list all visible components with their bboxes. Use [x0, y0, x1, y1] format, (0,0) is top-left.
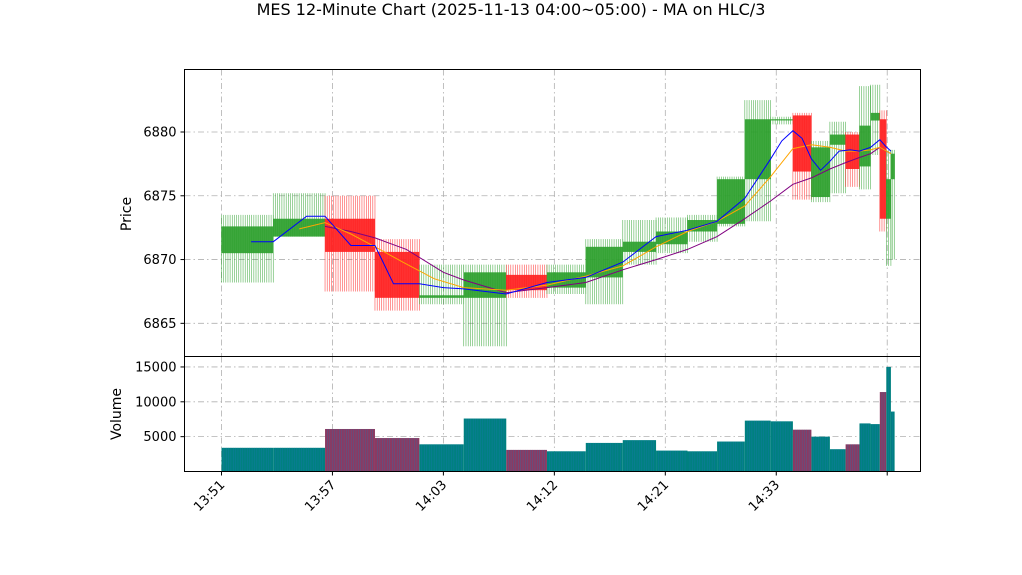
candle-body — [811, 147, 830, 198]
volume-bar — [506, 449, 547, 472]
candle — [811, 140, 831, 203]
candle — [792, 112, 812, 200]
candle — [890, 149, 895, 260]
volume-bar — [770, 421, 793, 472]
time-x-axis: 13:51 13:57 14:03 14:12 14:21 14:33 — [191, 471, 888, 515]
candle — [770, 116, 794, 125]
candle — [374, 239, 420, 311]
volume-bar — [717, 441, 745, 472]
candle — [829, 121, 846, 194]
volume-bar — [744, 420, 771, 472]
candle-body — [419, 295, 464, 298]
volume-bar — [845, 444, 860, 472]
volume-layer — [221, 366, 895, 472]
volume-bar-fill — [656, 450, 688, 472]
candle-body — [859, 125, 871, 167]
volume-bar — [687, 451, 718, 472]
volume-tick-label: 15000 — [135, 360, 176, 375]
volume-bar — [811, 436, 830, 472]
volume-panel-frame — [184, 356, 921, 472]
candle — [463, 264, 507, 347]
volume-bar — [879, 392, 887, 472]
moving-averages — [251, 130, 892, 295]
volume-bar — [656, 450, 688, 472]
volume-bar-fill — [770, 421, 793, 472]
price-axis-label: Price — [119, 197, 135, 231]
ma-fast-line — [251, 130, 892, 295]
candle — [744, 100, 772, 222]
candle — [879, 110, 887, 232]
candle-body — [463, 272, 507, 298]
price-tick-label: 6875 — [143, 189, 176, 204]
price-y-axis: 6865 6870 6875 6880 — [143, 126, 185, 332]
volume-bar — [585, 442, 623, 472]
volume-bar-fill — [506, 449, 547, 472]
candle — [546, 264, 587, 294]
chart-title: MES 12-Minute Chart (2025-11-13 04:00~05… — [256, 0, 766, 19]
volume-y-axis: 5000 10000 15000 — [135, 360, 185, 445]
price-tick-label: 6870 — [143, 253, 176, 268]
candle-body — [886, 179, 891, 219]
volume-bar — [886, 366, 891, 472]
volume-bar — [792, 429, 812, 472]
candle — [221, 214, 274, 283]
candle-body — [744, 119, 771, 180]
volume-bar — [325, 428, 375, 472]
candle-body — [585, 246, 623, 278]
volume-bar — [870, 424, 880, 472]
volume-bar — [419, 444, 464, 472]
volume-bar — [546, 451, 586, 472]
candle-body — [845, 134, 860, 169]
price-tick-label: 6865 — [143, 317, 176, 332]
volume-bar — [829, 449, 846, 472]
volume-bar — [890, 411, 895, 472]
candle-body — [221, 226, 274, 254]
candle-body — [829, 134, 846, 145]
candle — [272, 193, 326, 237]
volume-bar-fill — [829, 449, 846, 472]
volume-axis-label: Volume — [109, 388, 125, 440]
candle-body — [879, 119, 887, 219]
volume-bar — [859, 423, 871, 472]
time-tick-label: 13:51 — [191, 478, 228, 515]
time-tick-label: 14:12 — [524, 478, 561, 515]
candle — [870, 84, 881, 155]
candle — [687, 214, 718, 242]
candles-layer — [221, 84, 895, 347]
volume-bar — [221, 447, 274, 472]
volume-bar — [374, 438, 420, 472]
volume-bar-fill — [744, 420, 771, 472]
candle-body — [622, 241, 657, 252]
time-tick-label: 14:33 — [746, 478, 783, 515]
time-tick-label: 13:57 — [302, 478, 339, 515]
volume-tick-label: 5000 — [143, 430, 176, 445]
candle-body — [890, 153, 895, 180]
volume-bar-fill — [585, 442, 623, 472]
candle-body — [870, 112, 880, 121]
volume-bar — [463, 418, 507, 472]
candle — [622, 220, 657, 265]
volume-bar — [622, 440, 657, 472]
time-tick-label: 14:21 — [635, 478, 672, 515]
candle-body — [325, 218, 375, 252]
volume-bar-fill — [325, 428, 375, 472]
candle — [845, 132, 860, 187]
ma-mid-line — [299, 144, 892, 291]
volume-tick-label: 10000 — [135, 395, 176, 410]
candle — [505, 264, 548, 298]
candle-body — [770, 119, 793, 121]
ma-slow-line — [324, 146, 892, 294]
volume-bar — [273, 447, 326, 472]
price-tick-label: 6880 — [143, 126, 176, 141]
candle-body — [792, 115, 812, 172]
time-tick-label: 14:03 — [413, 478, 450, 515]
volume-bar-fill — [879, 392, 887, 472]
candle — [859, 86, 871, 190]
volume-bar-fill — [859, 423, 871, 472]
